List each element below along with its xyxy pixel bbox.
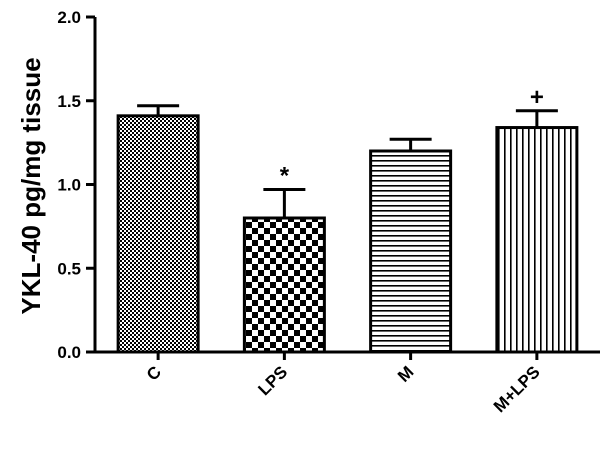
bar-group-c (116, 104, 200, 354)
x-category-label: LPS (254, 362, 291, 399)
y-tick-label: 1.5 (57, 92, 81, 111)
bar (369, 149, 453, 354)
y-tick-label: 1.0 (57, 176, 81, 195)
y-tick-label: 2.0 (57, 8, 81, 27)
y-axis: 0.0 0.5 1.0 1.5 2.0 (57, 8, 97, 362)
x-axis: C LPS M M+LPS (93, 350, 600, 416)
bar-group-m-lps: + (495, 84, 579, 354)
y-tick-label: 0.0 (57, 343, 81, 362)
x-category-label: M (394, 362, 417, 385)
y-tick-label: 0.5 (57, 259, 81, 278)
significance-marker: + (530, 84, 544, 111)
bar (116, 114, 200, 354)
x-category-label: C (143, 362, 165, 384)
x-category-label: M+LPS (490, 362, 544, 416)
y-axis-title: YKL-40 pg/mg tissue (16, 57, 46, 314)
bars: *+ (116, 84, 579, 354)
bar (242, 216, 326, 354)
bar-group-lps: * (242, 163, 326, 354)
significance-marker: * (280, 163, 290, 190)
bar-group-m (369, 137, 453, 354)
bar (495, 126, 579, 354)
